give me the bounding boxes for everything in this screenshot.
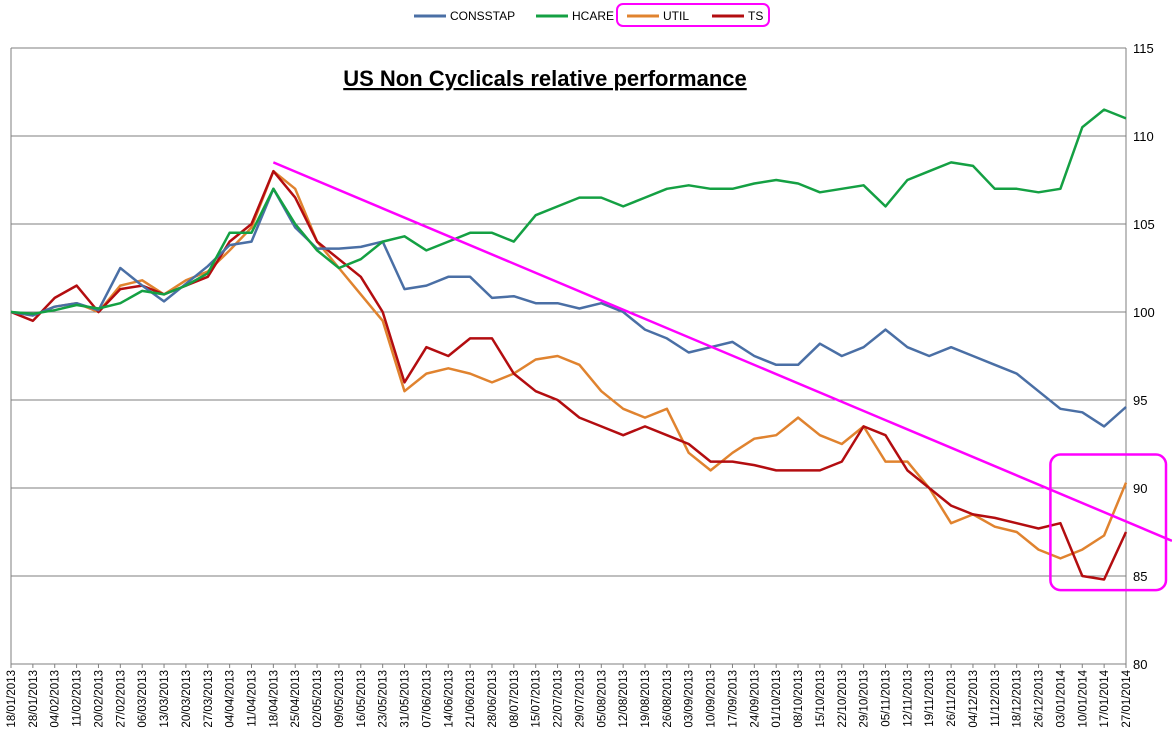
x-tick-label: 28/06/2013 [487,670,499,728]
x-tick-label: 01/10/2013 [771,670,783,728]
x-tick-label: 12/08/2013 [618,670,630,728]
x-tick-label: 08/07/2013 [509,670,521,728]
y-tick-label-110: 110 [1133,129,1154,144]
x-tick-label: 04/04/2013 [225,670,237,728]
y-tick-label-80: 80 [1133,657,1147,672]
x-tick-label: 27/01/2014 [1121,669,1133,727]
x-tick-label: 11/12/2013 [990,670,1002,727]
legend-label-hcare: HCARE [572,9,614,23]
y-tick-label-85: 85 [1133,569,1147,584]
x-tick-label: 04/02/2013 [50,670,62,728]
gridlines [10,47,1127,665]
x-tick-label: 03/09/2013 [684,670,696,728]
x-tick-label: 19/08/2013 [640,670,652,728]
x-tick-label: 25/04/2013 [290,670,302,728]
y-axis-tick-labels: 80 85 90 95 100 105 110 115 [1133,41,1155,672]
x-tick-label: 17/09/2013 [727,670,739,728]
x-tick-label: 11/02/2013 [72,670,84,727]
x-tick-label: 27/02/2013 [115,670,127,728]
legend-label-ts: TS [748,9,763,23]
x-tick-label: 05/08/2013 [596,670,608,728]
series-line-hcare [10,108,1127,316]
series-line-util [10,169,1128,560]
legend-highlight-box [616,3,770,27]
x-tick-label: 05/11/2013 [881,670,893,727]
x-tick-label: 26/11/2013 [946,670,958,727]
y-tick-label-90: 90 [1133,481,1147,496]
x-tick-label: 14/06/2013 [443,670,455,728]
series-lines [10,108,1128,581]
x-tick-label: 22/07/2013 [553,670,565,728]
annotations [272,161,1172,592]
x-tick-label: 18/04/2013 [268,670,280,728]
x-tick-label: 03/01/2014 [1055,669,1067,727]
x-tick-label: 04/12/2013 [968,670,980,728]
x-tick-label: 17/01/2014 [1099,669,1111,727]
x-tick-label: 22/10/2013 [837,670,849,728]
x-tick-label: 23/05/2013 [378,670,390,728]
y-tick-label-105: 105 [1133,217,1155,232]
x-tick-label: 20/02/2013 [93,670,105,728]
trend-line [272,161,1172,542]
series-line-ts [10,169,1128,581]
x-tick-label: 12/11/2013 [902,670,914,727]
x-axis-tick-labels: 18/01/2013 28/01/2013 04/02/2013 11/02/2013… [6,664,1133,728]
x-tick-label: 10/09/2013 [706,670,718,728]
y-tick-label-95: 95 [1133,393,1147,408]
x-tick-label: 02/05/2013 [312,670,324,728]
x-tick-label: 07/06/2013 [421,670,433,728]
x-tick-label: 06/03/2013 [137,670,149,728]
x-tick-label: 09/05/2013 [334,670,346,728]
x-tick-label: 28/01/2013 [28,670,40,728]
x-tick-label: 15/07/2013 [531,670,543,728]
x-tick-label: 15/10/2013 [815,670,827,728]
x-tick-label: 13/03/2013 [159,670,171,728]
y-tick-label-115: 115 [1133,41,1154,56]
highlight-box-recent [1049,453,1168,592]
x-tick-label: 16/05/2013 [356,670,368,728]
x-tick-label: 10/01/2014 [1077,669,1089,727]
chart-title: US Non Cyclicals relative performance [343,66,747,91]
x-tick-label: 20/03/2013 [181,670,193,728]
x-tick-label: 26/12/2013 [1034,670,1046,728]
legend-label-util: UTIL [663,9,689,23]
legend-label-consstap: CONSSTAP [450,9,515,23]
x-tick-label: 18/12/2013 [1012,670,1024,728]
series-line-consstap [10,187,1127,428]
legend: CONSSTAP HCARE UTIL TS [414,3,770,27]
x-tick-label: 11/04/2013 [246,670,258,727]
x-tick-label: 19/11/2013 [924,670,936,727]
y-tick-label-100: 100 [1133,305,1155,320]
x-tick-label: 18/01/2013 [6,670,18,728]
x-tick-label: 26/08/2013 [662,670,674,728]
x-tick-label: 29/07/2013 [574,670,586,728]
x-tick-label: 24/09/2013 [749,670,761,728]
x-tick-label: 27/03/2013 [203,670,215,728]
x-tick-label: 21/06/2013 [465,670,477,728]
x-tick-label: 31/05/2013 [400,670,412,728]
x-tick-label: 08/10/2013 [793,670,805,728]
x-tick-label: 29/10/2013 [859,670,871,728]
